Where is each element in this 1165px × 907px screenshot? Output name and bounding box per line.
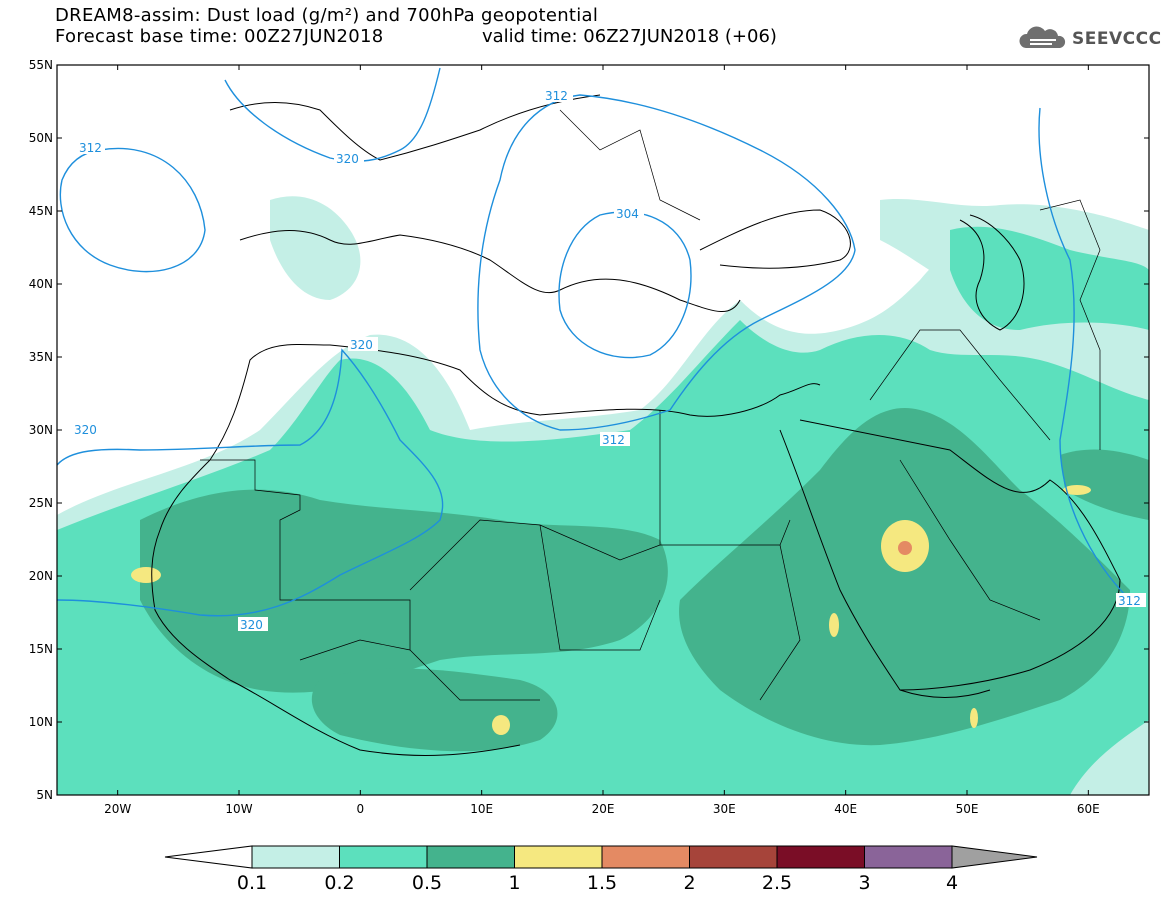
dust-band-0.1-north bbox=[270, 196, 361, 300]
coast-caspian bbox=[959, 214, 1025, 331]
dust-band-0.2-caspian bbox=[950, 226, 1149, 330]
border-10 bbox=[869, 329, 1051, 441]
legend-label: 1.5 bbox=[587, 872, 617, 894]
border-2 bbox=[409, 410, 661, 591]
lon-label: 0 bbox=[357, 802, 365, 816]
contour-304 bbox=[558, 211, 692, 359]
coast-north-europe bbox=[229, 94, 601, 161]
lon-label: 40E bbox=[834, 802, 857, 816]
border-5 bbox=[759, 544, 801, 701]
legend-label: 1 bbox=[508, 872, 520, 894]
coast-arabia bbox=[799, 419, 1121, 691]
contour-label-320-north: 320 bbox=[336, 152, 359, 166]
contour-320-north bbox=[224, 67, 441, 162]
lon-label: 10W bbox=[225, 802, 252, 816]
cloud-logo-icon bbox=[1019, 26, 1066, 48]
legend-label: 0.2 bbox=[324, 872, 354, 894]
lat-label: 30N bbox=[29, 423, 53, 437]
coastlines bbox=[151, 94, 1121, 756]
contour-320-africa bbox=[57, 348, 444, 617]
dust-hotspot-oman bbox=[1063, 485, 1091, 495]
dust-band-0.5-gulf bbox=[1060, 449, 1149, 520]
longitude-axis: 20W 10W 0 10E 20E 30E 40E 50E 60E bbox=[104, 65, 1100, 816]
border-8 bbox=[559, 109, 701, 221]
coast-black-sea bbox=[699, 209, 851, 269]
contour-label-312-europe: 312 bbox=[545, 89, 568, 103]
lat-label: 50N bbox=[29, 131, 53, 145]
legend-label: 3 bbox=[858, 872, 870, 894]
coast-europe bbox=[239, 230, 741, 313]
lat-label: 35N bbox=[29, 350, 53, 364]
legend-swatch bbox=[426, 845, 515, 869]
legend-swatch bbox=[689, 845, 778, 869]
border-1 bbox=[200, 459, 411, 650]
logo-text: SEEVCCC bbox=[1072, 29, 1162, 49]
dust-hotspot-arabia-core bbox=[898, 541, 912, 555]
forecast-base-time: Forecast base time: 00Z27JUN2018 bbox=[55, 26, 384, 47]
legend-label: 4 bbox=[946, 872, 958, 894]
legend-swatch bbox=[514, 845, 603, 869]
contour-label-320-sahara: 320 bbox=[350, 338, 373, 352]
legend-swatch bbox=[864, 845, 953, 869]
coast-atlantic bbox=[151, 459, 521, 756]
country-borders bbox=[200, 109, 1101, 701]
lat-label: 20N bbox=[29, 569, 53, 583]
contour-label-312-atlantic: 312 bbox=[79, 141, 102, 155]
border-9 bbox=[1039, 199, 1101, 450]
legend-label: 2 bbox=[683, 872, 695, 894]
legend-arrow-high bbox=[951, 845, 1038, 869]
dust-load-field: 312 320 320 304 312 320 320 312 312 bbox=[57, 67, 1149, 795]
legend-label: 0.1 bbox=[237, 872, 267, 894]
legend-arrow-low bbox=[164, 845, 253, 869]
lat-label: 45N bbox=[29, 204, 53, 218]
contour-labels: 312 320 320 304 312 320 320 312 312 bbox=[72, 88, 1146, 632]
contour-label-312-med: 312 bbox=[602, 433, 625, 447]
contour-312-europe bbox=[477, 94, 856, 431]
border-4 bbox=[539, 524, 661, 651]
legend-swatch bbox=[776, 845, 865, 869]
lon-label: 50E bbox=[956, 802, 979, 816]
lat-label: 5N bbox=[36, 788, 53, 802]
contour-label-304: 304 bbox=[616, 207, 639, 221]
latitude-axis: 55N 50N 45N 40N 35N 30N 25N 20N 15N 10N 5N bbox=[29, 58, 1149, 802]
legend-swatch bbox=[339, 845, 428, 869]
color-legend: 0.1 0.2 0.5 1 1.5 2 2.5 3 4 bbox=[164, 845, 1038, 894]
contour-312-atlantic bbox=[59, 147, 206, 273]
dust-hotspot-nigeria bbox=[492, 715, 510, 735]
legend-label: 2.5 bbox=[762, 872, 792, 894]
contour-label-320-west: 320 bbox=[74, 423, 97, 437]
dust-hotspot-somalia bbox=[970, 708, 978, 728]
border-7 bbox=[299, 639, 540, 701]
dust-band-0.5-arabia bbox=[679, 408, 1130, 746]
dust-hotspot-eritrea bbox=[829, 613, 839, 637]
lat-label: 55N bbox=[29, 58, 53, 72]
logo: SEEVCCC bbox=[1018, 26, 1162, 52]
legend-label: 0.5 bbox=[412, 872, 442, 894]
coast-red-sea bbox=[779, 429, 991, 698]
lon-label: 60E bbox=[1077, 802, 1100, 816]
dust-hotspot-mauritania bbox=[131, 567, 161, 583]
lat-label: 40N bbox=[29, 277, 53, 291]
map-title: DREAM8-assim: Dust load (g/m²) and 700hP… bbox=[55, 5, 599, 26]
legend-swatch bbox=[251, 845, 340, 869]
lat-label: 25N bbox=[29, 496, 53, 510]
dust-band-0.5-west bbox=[140, 489, 668, 693]
lat-label: 15N bbox=[29, 642, 53, 656]
contour-312-east bbox=[1038, 107, 1131, 601]
border-6 bbox=[899, 459, 1041, 621]
lat-label: 10N bbox=[29, 715, 53, 729]
legend-swatch bbox=[601, 845, 690, 869]
lon-label: 30E bbox=[713, 802, 736, 816]
lon-label: 20E bbox=[592, 802, 615, 816]
lon-label: 20W bbox=[104, 802, 131, 816]
coast-west-africa bbox=[209, 343, 821, 461]
geopotential-contours bbox=[57, 67, 1131, 617]
lon-label: 10E bbox=[470, 802, 493, 816]
contour-label-312-east: 312 bbox=[1118, 594, 1141, 608]
contour-label-320-africa: 320 bbox=[240, 618, 263, 632]
valid-time: valid time: 06Z27JUN2018 (+06) bbox=[482, 26, 777, 47]
